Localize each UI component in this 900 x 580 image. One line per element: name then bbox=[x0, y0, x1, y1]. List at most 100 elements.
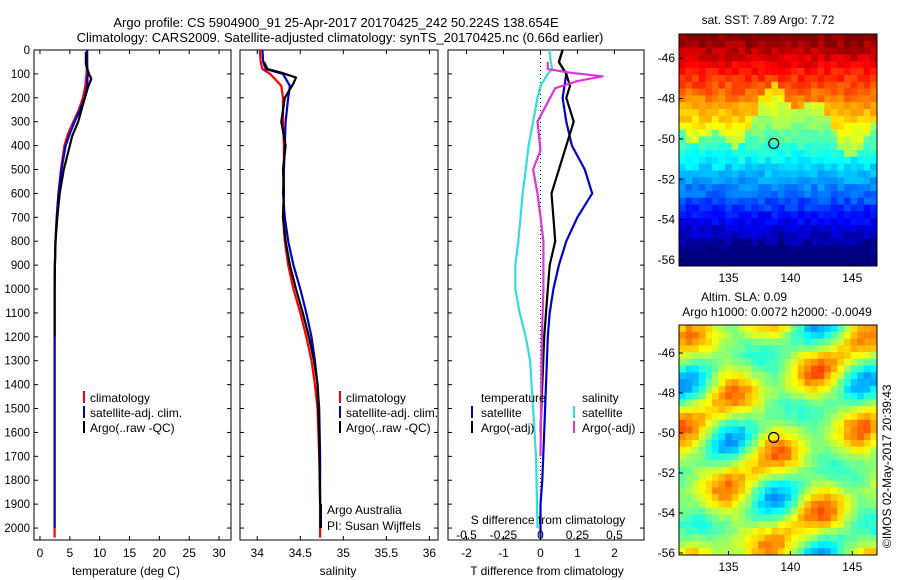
map-cell bbox=[712, 385, 719, 394]
map-cell bbox=[751, 433, 759, 441]
map-cell bbox=[824, 122, 832, 130]
map-cell bbox=[811, 40, 818, 49]
map-cell bbox=[830, 245, 838, 253]
map-cell bbox=[857, 190, 865, 199]
map-cell bbox=[685, 150, 693, 158]
map-cell bbox=[679, 406, 686, 414]
map-cell bbox=[731, 225, 739, 233]
map-cell bbox=[797, 136, 805, 144]
map-cell bbox=[857, 47, 865, 55]
map-cell bbox=[764, 225, 772, 233]
map-y-tick-label: -46 bbox=[658, 51, 676, 65]
map-cell bbox=[731, 88, 739, 96]
map-cell bbox=[705, 406, 713, 414]
map-cell bbox=[692, 433, 700, 441]
x-tick-label: 10 bbox=[93, 546, 107, 560]
map-cell bbox=[817, 218, 825, 226]
map-cell bbox=[725, 412, 733, 421]
map-cell bbox=[692, 156, 700, 165]
map-cell bbox=[731, 68, 739, 76]
map-cell bbox=[712, 480, 719, 488]
map-cell bbox=[778, 358, 785, 366]
map-cell bbox=[764, 527, 772, 536]
map-cell bbox=[791, 156, 799, 165]
map-cell bbox=[784, 358, 792, 366]
map-cell bbox=[764, 129, 772, 137]
map-cell bbox=[745, 453, 752, 461]
map-cell bbox=[784, 392, 792, 400]
map-cell bbox=[778, 419, 785, 427]
map-cell bbox=[738, 433, 746, 441]
map-cell bbox=[850, 372, 858, 380]
map-cell bbox=[679, 419, 686, 427]
map-cell bbox=[698, 440, 706, 448]
map-cell bbox=[863, 177, 871, 185]
map-cell bbox=[771, 190, 779, 199]
map-cell bbox=[764, 61, 772, 69]
map-cell bbox=[771, 143, 779, 151]
map-cell bbox=[771, 345, 779, 353]
map-cell bbox=[817, 507, 825, 515]
map-cell bbox=[837, 74, 845, 83]
map-cell bbox=[712, 170, 719, 178]
map-cell bbox=[679, 136, 686, 144]
map-cell bbox=[837, 218, 845, 226]
map-cell bbox=[685, 245, 693, 253]
map-cell bbox=[758, 325, 766, 333]
map-cell bbox=[731, 358, 739, 366]
map-cell bbox=[804, 325, 812, 333]
map-cell bbox=[817, 156, 825, 165]
map-cell bbox=[797, 204, 805, 212]
map-cell bbox=[751, 446, 759, 454]
map-cell bbox=[863, 358, 871, 366]
map-cell bbox=[778, 184, 785, 192]
map-cell bbox=[850, 338, 858, 346]
map-cell bbox=[738, 122, 746, 130]
map-cell bbox=[731, 467, 739, 475]
map-cell bbox=[725, 365, 733, 373]
map-cell bbox=[784, 95, 792, 103]
map-cell bbox=[712, 399, 719, 407]
map-cell bbox=[725, 218, 733, 226]
map-cell bbox=[698, 252, 706, 260]
map-cell bbox=[784, 74, 792, 83]
legend-temperature-title: temperature bbox=[481, 391, 546, 405]
map-cell bbox=[758, 345, 766, 353]
map-cell bbox=[712, 331, 719, 339]
map-cell bbox=[778, 406, 785, 414]
map-cell bbox=[725, 473, 733, 481]
map-cell bbox=[804, 190, 812, 199]
map-cell bbox=[738, 399, 746, 407]
map-cell bbox=[725, 480, 733, 488]
map-cell bbox=[705, 487, 713, 495]
map-cell bbox=[857, 460, 865, 468]
map-cell bbox=[725, 47, 733, 55]
map-cell bbox=[758, 143, 766, 151]
map-cell bbox=[870, 352, 878, 360]
map-cell bbox=[830, 136, 838, 144]
map-cell bbox=[771, 34, 779, 42]
map-cell bbox=[771, 406, 779, 414]
map-cell bbox=[784, 406, 792, 414]
map-cell bbox=[745, 238, 752, 246]
map-cell bbox=[784, 453, 792, 461]
map-cell bbox=[797, 190, 805, 199]
map-cell bbox=[771, 47, 779, 55]
map-cell bbox=[738, 150, 746, 158]
map-cell bbox=[731, 426, 739, 434]
map-cell bbox=[837, 88, 845, 96]
map-cell bbox=[705, 412, 713, 421]
map-cell bbox=[784, 379, 792, 387]
map-cell bbox=[837, 352, 845, 360]
map-cell bbox=[791, 480, 799, 488]
map-cell bbox=[718, 259, 726, 267]
map-cell bbox=[811, 163, 818, 171]
map-cell bbox=[824, 352, 832, 360]
map-cell bbox=[764, 534, 772, 542]
map-cell bbox=[830, 379, 838, 387]
map-cell bbox=[712, 197, 719, 205]
map-cell bbox=[804, 358, 812, 366]
map-cell bbox=[679, 68, 686, 76]
map-cell bbox=[771, 177, 779, 185]
map-cell bbox=[837, 358, 845, 366]
